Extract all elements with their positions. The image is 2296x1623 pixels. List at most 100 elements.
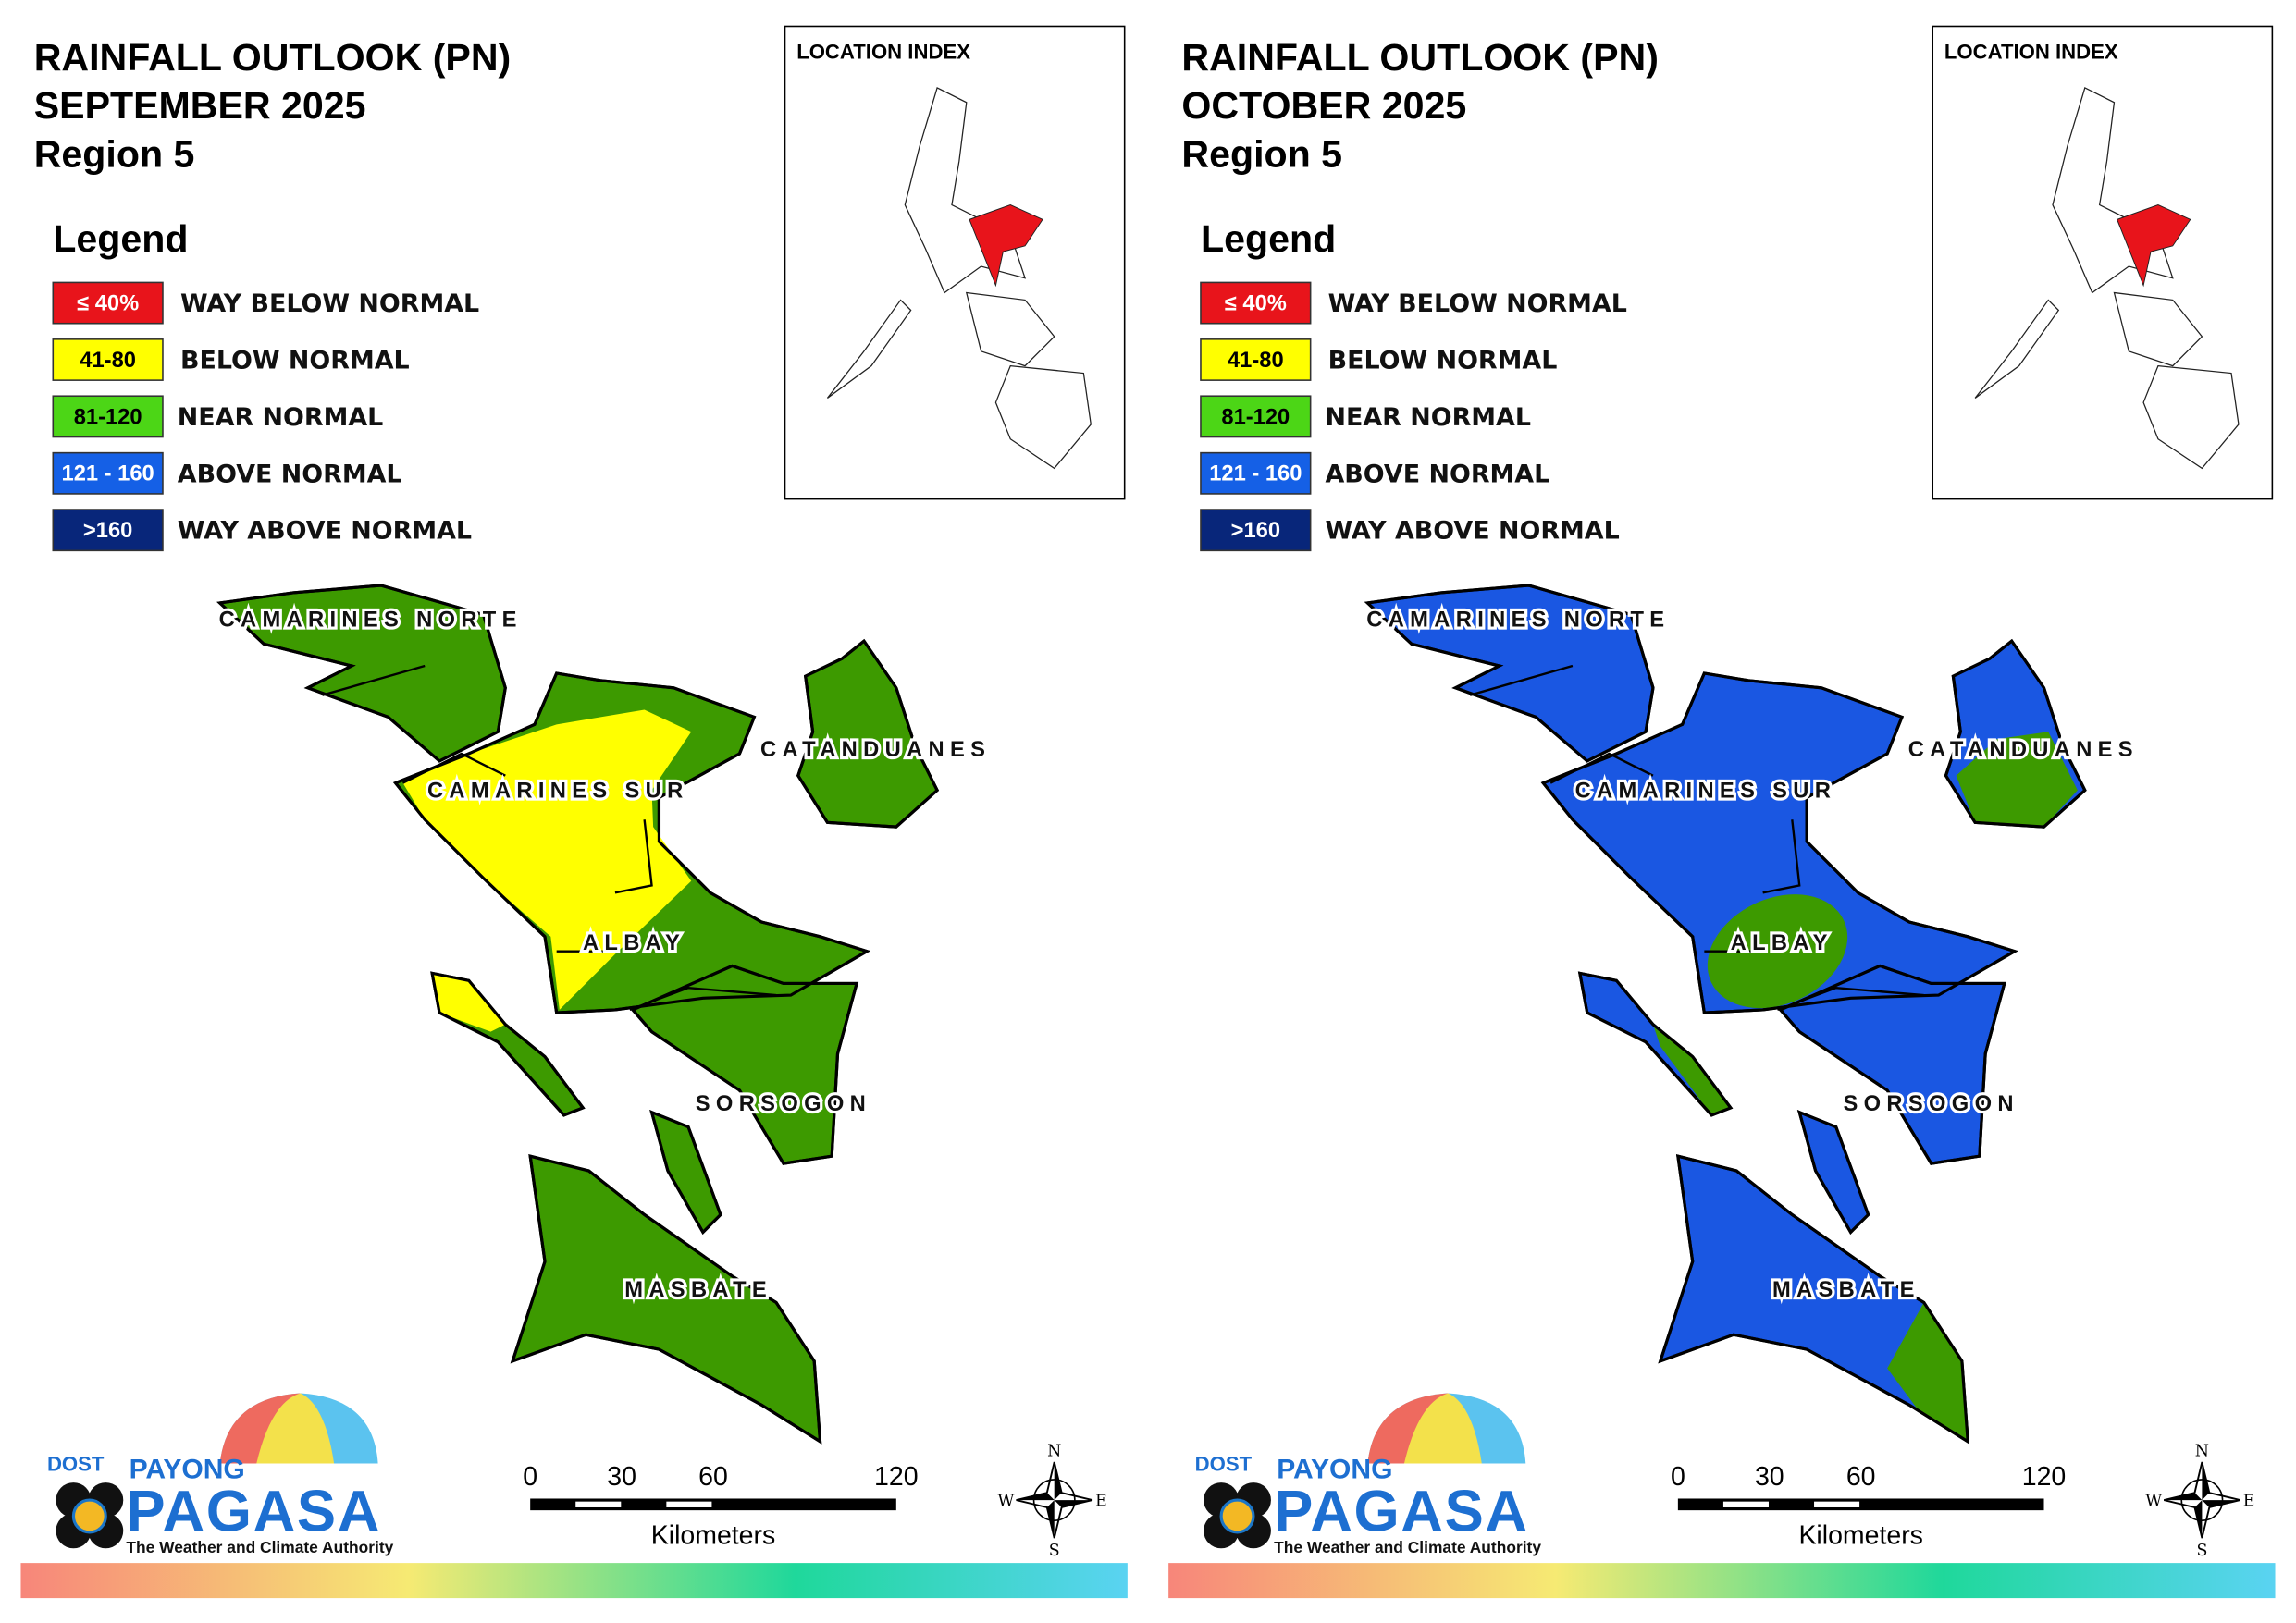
legend-label: NEAR NORMAL bbox=[1325, 403, 1531, 432]
logo-name-top: PAYONG bbox=[130, 1454, 245, 1484]
legend-swatch bbox=[52, 451, 164, 495]
legend-label: ABOVE NORMAL bbox=[178, 460, 402, 488]
compass-rose-fill bbox=[2164, 1461, 2240, 1539]
region-map bbox=[1364, 584, 2087, 1445]
location-index-title: LOCATION INDEX bbox=[1944, 40, 2118, 63]
logo-name-top: PAYONG bbox=[1277, 1454, 1392, 1484]
legend-label: WAY ABOVE NORMAL bbox=[1325, 517, 1619, 546]
legend-swatch bbox=[52, 281, 164, 325]
umbrella-mid bbox=[1403, 1393, 1482, 1464]
outlook-zone bbox=[432, 973, 506, 1032]
logo-seal bbox=[71, 1498, 107, 1534]
legend-range: 41-80 bbox=[80, 349, 136, 373]
scale-unit: Kilometers bbox=[1798, 1521, 1922, 1551]
compass-letter: W bbox=[998, 1492, 1015, 1510]
legend-title: Legend bbox=[53, 217, 188, 260]
province-label: CAMARINES SUR bbox=[1575, 779, 1837, 803]
logo-name: PAGASA bbox=[126, 1479, 381, 1543]
province-shape bbox=[1796, 1110, 1870, 1236]
panel: RAINFALL OUTLOOK (PN) SEPTEMBER 2025 Regio… bbox=[20, 25, 1128, 1599]
title-line: OCTOBER 2025 bbox=[1181, 84, 1466, 127]
legend-swatch bbox=[1200, 281, 1312, 325]
compass-letter: S bbox=[1049, 1542, 1060, 1560]
compass-ring bbox=[1032, 1479, 1076, 1522]
province-border bbox=[216, 584, 507, 763]
scale-bar bbox=[1677, 1498, 2044, 1511]
scale-unit: Kilometers bbox=[651, 1521, 775, 1551]
province-label: CATANDUANES bbox=[760, 738, 991, 762]
province-border bbox=[1577, 971, 1734, 1117]
compass-letter: S bbox=[2196, 1542, 2207, 1560]
scale-bar bbox=[530, 1498, 896, 1511]
legend-swatch bbox=[1200, 395, 1312, 438]
province-border bbox=[1364, 584, 1655, 763]
province-shape bbox=[649, 1110, 722, 1236]
region-map bbox=[216, 584, 940, 1445]
province-label: CAMARINES NORTE bbox=[1366, 608, 1670, 632]
region-5-highlight bbox=[969, 204, 1043, 288]
legend-range: >160 bbox=[83, 519, 132, 543]
outlook-zone bbox=[1652, 1024, 1731, 1115]
region-5-highlight bbox=[2116, 204, 2191, 288]
legend-range: 81-120 bbox=[74, 405, 142, 429]
province-border bbox=[1796, 1110, 1870, 1236]
scale-tick-label: 0 bbox=[523, 1462, 537, 1492]
compass-letter: W bbox=[2145, 1492, 2162, 1510]
scale-tick-label: 60 bbox=[1846, 1462, 1876, 1492]
legend-range: ≤ 40% bbox=[1225, 291, 1287, 315]
province-border bbox=[1778, 964, 2006, 1165]
legend-swatch bbox=[52, 509, 164, 552]
logo-agency: DOST bbox=[1195, 1452, 1253, 1475]
province-label: ALBAY bbox=[1731, 931, 1833, 955]
legend-swatch bbox=[52, 338, 164, 381]
legend-range: 81-120 bbox=[1221, 405, 1290, 429]
legend-range: 41-80 bbox=[1228, 349, 1284, 373]
compass-ring bbox=[2180, 1479, 2224, 1522]
title-line: RAINFALL OUTLOOK (PN) bbox=[1181, 36, 1659, 79]
legend-swatch bbox=[1200, 338, 1312, 381]
outlook-zone bbox=[1707, 894, 1848, 1009]
internal-border bbox=[322, 664, 777, 1012]
color-band bbox=[20, 1563, 1128, 1599]
panel: RAINFALL OUTLOOK (PN) OCTOBER 2025 Region … bbox=[1168, 25, 2276, 1599]
scale-bar-gap bbox=[1814, 1501, 1860, 1507]
scale-tick-label: 30 bbox=[607, 1462, 636, 1492]
logo-seal bbox=[1219, 1498, 1255, 1534]
legend-label: ABOVE NORMAL bbox=[1325, 460, 1549, 488]
province-label: ALBAY bbox=[583, 931, 685, 955]
province-border bbox=[430, 971, 586, 1117]
legend-range: >160 bbox=[1231, 519, 1280, 543]
scale-tick-label: 0 bbox=[1671, 1462, 1685, 1492]
legend-label: WAY ABOVE NORMAL bbox=[178, 517, 472, 546]
logo-tagline: The Weather and Climate Authority bbox=[126, 1538, 393, 1556]
scale-tick-label: 30 bbox=[1755, 1462, 1784, 1492]
province-label: MASBATE bbox=[1772, 1278, 1920, 1302]
philippines-outline bbox=[1974, 87, 2240, 470]
scale-tick-label: 120 bbox=[2022, 1462, 2067, 1492]
philippines-outline bbox=[826, 87, 1092, 470]
province-label: SORSOGON bbox=[696, 1092, 871, 1116]
province-border bbox=[1658, 1154, 1970, 1445]
title-line: Region 5 bbox=[1181, 132, 1342, 175]
title-line: Region 5 bbox=[34, 132, 195, 175]
province-label: SORSOGON bbox=[1843, 1092, 2018, 1116]
province-border bbox=[1944, 638, 2087, 829]
outlook-zone bbox=[1956, 732, 2078, 828]
legend-title: Legend bbox=[1201, 217, 1336, 260]
outlook-zone bbox=[402, 709, 692, 1010]
compass-letter: N bbox=[2195, 1443, 2209, 1461]
logo-name: PAGASA bbox=[1274, 1479, 1529, 1543]
color-band bbox=[1168, 1563, 2276, 1599]
compass-letter: E bbox=[1095, 1492, 1107, 1510]
scale-bar-gap bbox=[575, 1501, 622, 1507]
province-label: CAMARINES SUR bbox=[427, 779, 689, 803]
title-line: SEPTEMBER 2025 bbox=[34, 84, 366, 127]
province-label: CATANDUANES bbox=[1908, 738, 2139, 762]
legend-label: WAY BELOW NORMAL bbox=[180, 289, 479, 318]
legend-label: NEAR NORMAL bbox=[178, 403, 384, 432]
legend-range: ≤ 40% bbox=[77, 291, 139, 315]
province-border bbox=[393, 671, 871, 1014]
province-label: MASBATE bbox=[624, 1278, 772, 1302]
scale-tick-label: 60 bbox=[698, 1462, 728, 1492]
